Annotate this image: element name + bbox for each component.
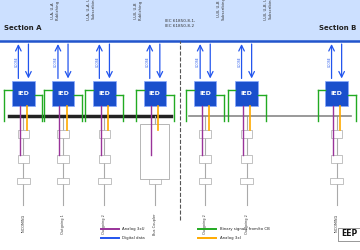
Bar xyxy=(194,81,216,106)
Bar xyxy=(199,155,211,162)
Text: IED: IED xyxy=(241,91,252,96)
Bar xyxy=(140,124,169,179)
Text: Section B: Section B xyxy=(319,24,356,30)
Text: GOOSE: GOOSE xyxy=(196,56,201,66)
Text: U₁A, U₂A
Publishing: U₁A, U₂A Publishing xyxy=(51,0,60,20)
Text: GOOSE: GOOSE xyxy=(95,56,100,66)
Bar xyxy=(17,178,30,184)
Bar xyxy=(330,178,343,184)
Bar xyxy=(52,81,74,106)
Bar xyxy=(241,155,252,162)
Bar xyxy=(18,130,29,138)
Bar xyxy=(331,130,342,138)
Text: Analog 3xU: Analog 3xU xyxy=(122,227,145,231)
Text: Outgoing 2: Outgoing 2 xyxy=(203,214,207,234)
Bar xyxy=(0,0,360,41)
Text: Digital data: Digital data xyxy=(122,236,145,240)
Text: Section A: Section A xyxy=(4,24,41,30)
Bar xyxy=(325,81,348,106)
Bar xyxy=(57,178,69,184)
Text: GOOSE: GOOSE xyxy=(14,56,19,66)
Text: Outgoing 2: Outgoing 2 xyxy=(102,214,107,234)
Bar xyxy=(99,130,110,138)
Bar xyxy=(149,130,161,138)
Text: EEP: EEP xyxy=(341,229,357,238)
Text: INCOMING: INCOMING xyxy=(334,214,339,232)
Text: IEC 61850-8-1,
IEC 61850-8-2: IEC 61850-8-1, IEC 61850-8-2 xyxy=(165,20,195,28)
Bar xyxy=(57,130,69,138)
Text: U₁B, U₂B
Subscribing: U₁B, U₂B Subscribing xyxy=(217,0,226,20)
Text: U₁A, U₂A, U₃A
Subscribing: U₁A, U₂A, U₃A Subscribing xyxy=(87,0,96,20)
Text: IED: IED xyxy=(149,91,161,96)
Text: Outgoing 2: Outgoing 2 xyxy=(244,214,249,234)
Text: GOOSE: GOOSE xyxy=(54,56,58,66)
Text: U₁B, U₂B, U₃B
Subscribing: U₁B, U₂B, U₃B Subscribing xyxy=(264,0,273,20)
Text: INCOMING: INCOMING xyxy=(21,214,26,232)
Text: IED: IED xyxy=(331,91,342,96)
Text: IED: IED xyxy=(18,91,29,96)
Text: IED: IED xyxy=(99,91,110,96)
Text: Outgoing 1: Outgoing 1 xyxy=(61,214,65,234)
Bar xyxy=(331,155,342,162)
Bar xyxy=(144,81,166,106)
Bar xyxy=(338,228,360,241)
Bar xyxy=(241,130,252,138)
Bar xyxy=(99,155,110,162)
Text: IED: IED xyxy=(57,91,69,96)
Bar xyxy=(18,155,29,162)
Bar xyxy=(240,178,253,184)
Bar xyxy=(199,130,211,138)
Text: IED: IED xyxy=(199,91,211,96)
Text: Bus Coupler: Bus Coupler xyxy=(153,214,157,235)
Text: Binary signals from/to CB: Binary signals from/to CB xyxy=(220,227,269,231)
Bar xyxy=(149,178,161,184)
Text: GOOSE: GOOSE xyxy=(328,56,332,66)
Text: GOOSE: GOOSE xyxy=(146,56,150,66)
Bar xyxy=(93,81,116,106)
Bar xyxy=(149,155,161,162)
Bar xyxy=(12,81,35,106)
Bar xyxy=(57,155,69,162)
Bar xyxy=(199,178,211,184)
Text: U₁B, U₂B
Publishing: U₁B, U₂B Publishing xyxy=(134,0,143,20)
Text: GOOSE: GOOSE xyxy=(238,56,242,66)
Text: Analog 3xI: Analog 3xI xyxy=(220,236,240,240)
Bar xyxy=(235,81,258,106)
Bar xyxy=(98,178,111,184)
